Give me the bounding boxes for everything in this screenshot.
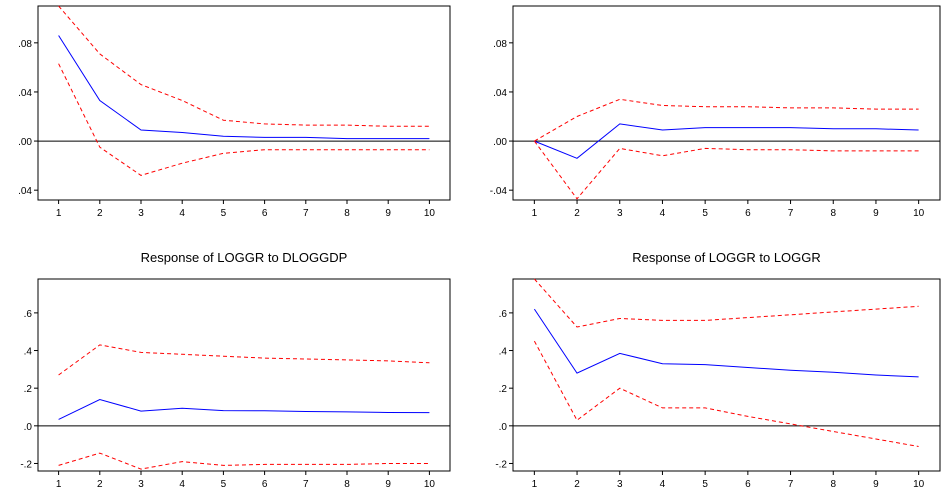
x-tick-label: 3 [617, 208, 623, 219]
x-tick-label: 3 [138, 479, 144, 490]
x-tick-label: 5 [702, 208, 708, 219]
x-tick-label: 2 [97, 208, 103, 219]
y-tick-label: .0 [24, 422, 33, 433]
x-tick-label: 3 [617, 479, 623, 490]
panel-1: .08 .04 .00 .04 1 2 3 4 5 6 7 8 9 10 [18, 5, 451, 219]
panel-2: .08 .04 .00 -.04 1 2 3 4 5 6 7 8 9 10 [490, 5, 941, 219]
response-line [58, 398, 430, 420]
x-tick-label: 9 [873, 208, 879, 219]
x-tick-label: 8 [830, 208, 836, 219]
y-tick-label: .2 [499, 384, 508, 395]
x-tick-label: 8 [344, 208, 350, 219]
y-tick-label: .4 [24, 347, 33, 358]
y-tick-label: .08 [18, 39, 32, 50]
x-tick-label: 6 [262, 479, 268, 490]
confidence-band-upper [58, 344, 430, 376]
panel-title: Response of LOGGR to LOGGR [632, 250, 821, 265]
x-tick-label: 3 [138, 208, 144, 219]
response-line [534, 123, 919, 159]
x-tick-label: 5 [221, 479, 227, 490]
y-tick-label: .04 [493, 88, 507, 99]
x-tick-label: 4 [179, 208, 185, 219]
panel-title: Response of LOGGR to DLOGGDP [141, 250, 348, 265]
x-tick-label: 6 [745, 208, 751, 219]
x-tick-label: 8 [830, 479, 836, 490]
response-line [533, 308, 919, 378]
x-tick-label: 2 [97, 479, 103, 490]
confidence-band-upper [58, 5, 430, 127]
response-line [58, 35, 430, 140]
confidence-band-upper [534, 278, 919, 328]
x-tick-label: 10 [913, 479, 925, 490]
y-tick-label: .6 [24, 309, 33, 320]
confidence-band-lower [533, 140, 919, 200]
y-tick-label: -.2 [20, 459, 32, 470]
x-tick-label: 9 [873, 479, 879, 490]
x-tick-label: 9 [385, 479, 391, 490]
panel-4: Response of LOGGR to LOGGR .6 .4 .2 .0 -.2 1 2 3… [495, 250, 941, 490]
x-tick-label: 4 [179, 479, 185, 490]
y-tick-label: .2 [24, 384, 33, 395]
x-tick-label: 1 [532, 208, 538, 219]
x-tick-label: 5 [221, 208, 227, 219]
x-tick-label: 4 [660, 479, 666, 490]
x-tick-label: 4 [660, 208, 666, 219]
x-tick-label: 1 [56, 208, 62, 219]
x-tick-label: 10 [424, 208, 436, 219]
y-tick-label: -.04 [490, 186, 508, 197]
confidence-band-lower [58, 452, 430, 470]
x-tick-label: 5 [702, 479, 708, 490]
x-tick-label: 7 [788, 208, 794, 219]
y-tick-label: .00 [493, 137, 507, 148]
y-tick-label: -.2 [495, 459, 507, 470]
y-tick-label: .6 [499, 309, 508, 320]
x-tick-label: 8 [344, 479, 350, 490]
x-tick-label: 2 [574, 479, 580, 490]
plot-frame [37, 278, 451, 472]
x-tick-label: 6 [745, 479, 751, 490]
confidence-band-lower [533, 340, 919, 447]
x-tick-label: 7 [303, 208, 309, 219]
confidence-band-lower [58, 63, 430, 176]
x-tick-label: 1 [56, 479, 62, 490]
x-tick-label: 7 [303, 479, 309, 490]
y-tick-label: .04 [18, 88, 32, 99]
x-tick-label: 9 [385, 208, 391, 219]
plot-frame [512, 278, 941, 472]
y-tick-label: .0 [499, 422, 508, 433]
x-tick-label: 7 [788, 479, 794, 490]
plot-frame [37, 5, 451, 201]
y-tick-label: .08 [493, 39, 507, 50]
x-tick-label: 10 [913, 208, 925, 219]
x-tick-label: 10 [424, 479, 436, 490]
panel-3: Response of LOGGR to DLOGGDP .6 .4 .2 .0 -.2 1… [20, 250, 451, 490]
y-tick-label: .00 [18, 137, 32, 148]
x-tick-label: 1 [532, 479, 538, 490]
x-tick-label: 6 [262, 208, 268, 219]
y-tick-label: .04 [18, 186, 32, 197]
y-tick-label: .4 [499, 347, 508, 358]
confidence-band-upper [534, 98, 919, 142]
x-tick-label: 2 [574, 208, 580, 219]
plot-frame [512, 5, 941, 201]
